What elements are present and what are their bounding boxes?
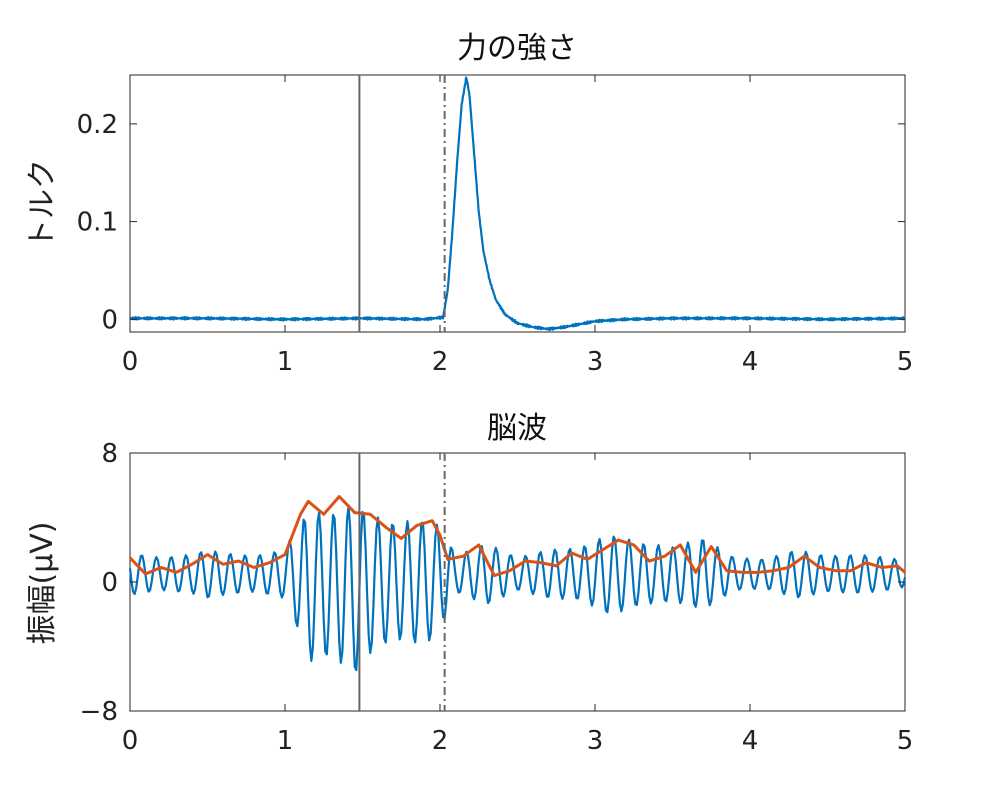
eeg-chart-axes xyxy=(129,452,906,712)
torque-chart: 力の強さ トルク 0 1 2 3 4 5 0 0.1 0.2 xyxy=(25,31,913,377)
x-tick-label: 4 xyxy=(742,347,759,377)
x-tick-label: 3 xyxy=(587,726,604,756)
eeg-signal-line xyxy=(128,505,907,672)
y-tick-label: 0.2 xyxy=(77,110,118,140)
x-tick-label: 3 xyxy=(587,347,604,377)
eeg-chart-title: 脳波 xyxy=(487,411,547,446)
x-tick-label: 4 xyxy=(742,726,759,756)
torque-chart-ylabel: トルク xyxy=(25,159,60,249)
y-tick-label: −8 xyxy=(80,697,118,727)
torque-chart-title: 力の強さ xyxy=(457,31,577,66)
x-tick-label: 1 xyxy=(277,726,294,756)
y-tick-label: 8 xyxy=(101,439,118,469)
y-tick-label: 0.1 xyxy=(77,208,118,238)
x-tick-label: 2 xyxy=(432,347,449,377)
eeg-chart: 脳波 振幅(μV) 0 1 2 3 4 5−808 xyxy=(25,411,913,756)
torque-series-line xyxy=(129,76,906,332)
y-tick-label: 0 xyxy=(101,568,118,598)
torque-chart-axes xyxy=(129,74,906,333)
x-tick-label: 1 xyxy=(277,347,294,377)
y-tick-label: 0 xyxy=(101,305,118,335)
x-tick-label: 2 xyxy=(432,726,449,756)
eeg-envelope-line xyxy=(128,495,906,578)
x-tick-label: 5 xyxy=(897,347,914,377)
eeg-chart-ylabel: 振幅(μV) xyxy=(25,521,60,644)
x-tick-label: 0 xyxy=(122,347,139,377)
x-tick-label: 0 xyxy=(122,726,139,756)
x-tick-label: 5 xyxy=(897,726,914,756)
